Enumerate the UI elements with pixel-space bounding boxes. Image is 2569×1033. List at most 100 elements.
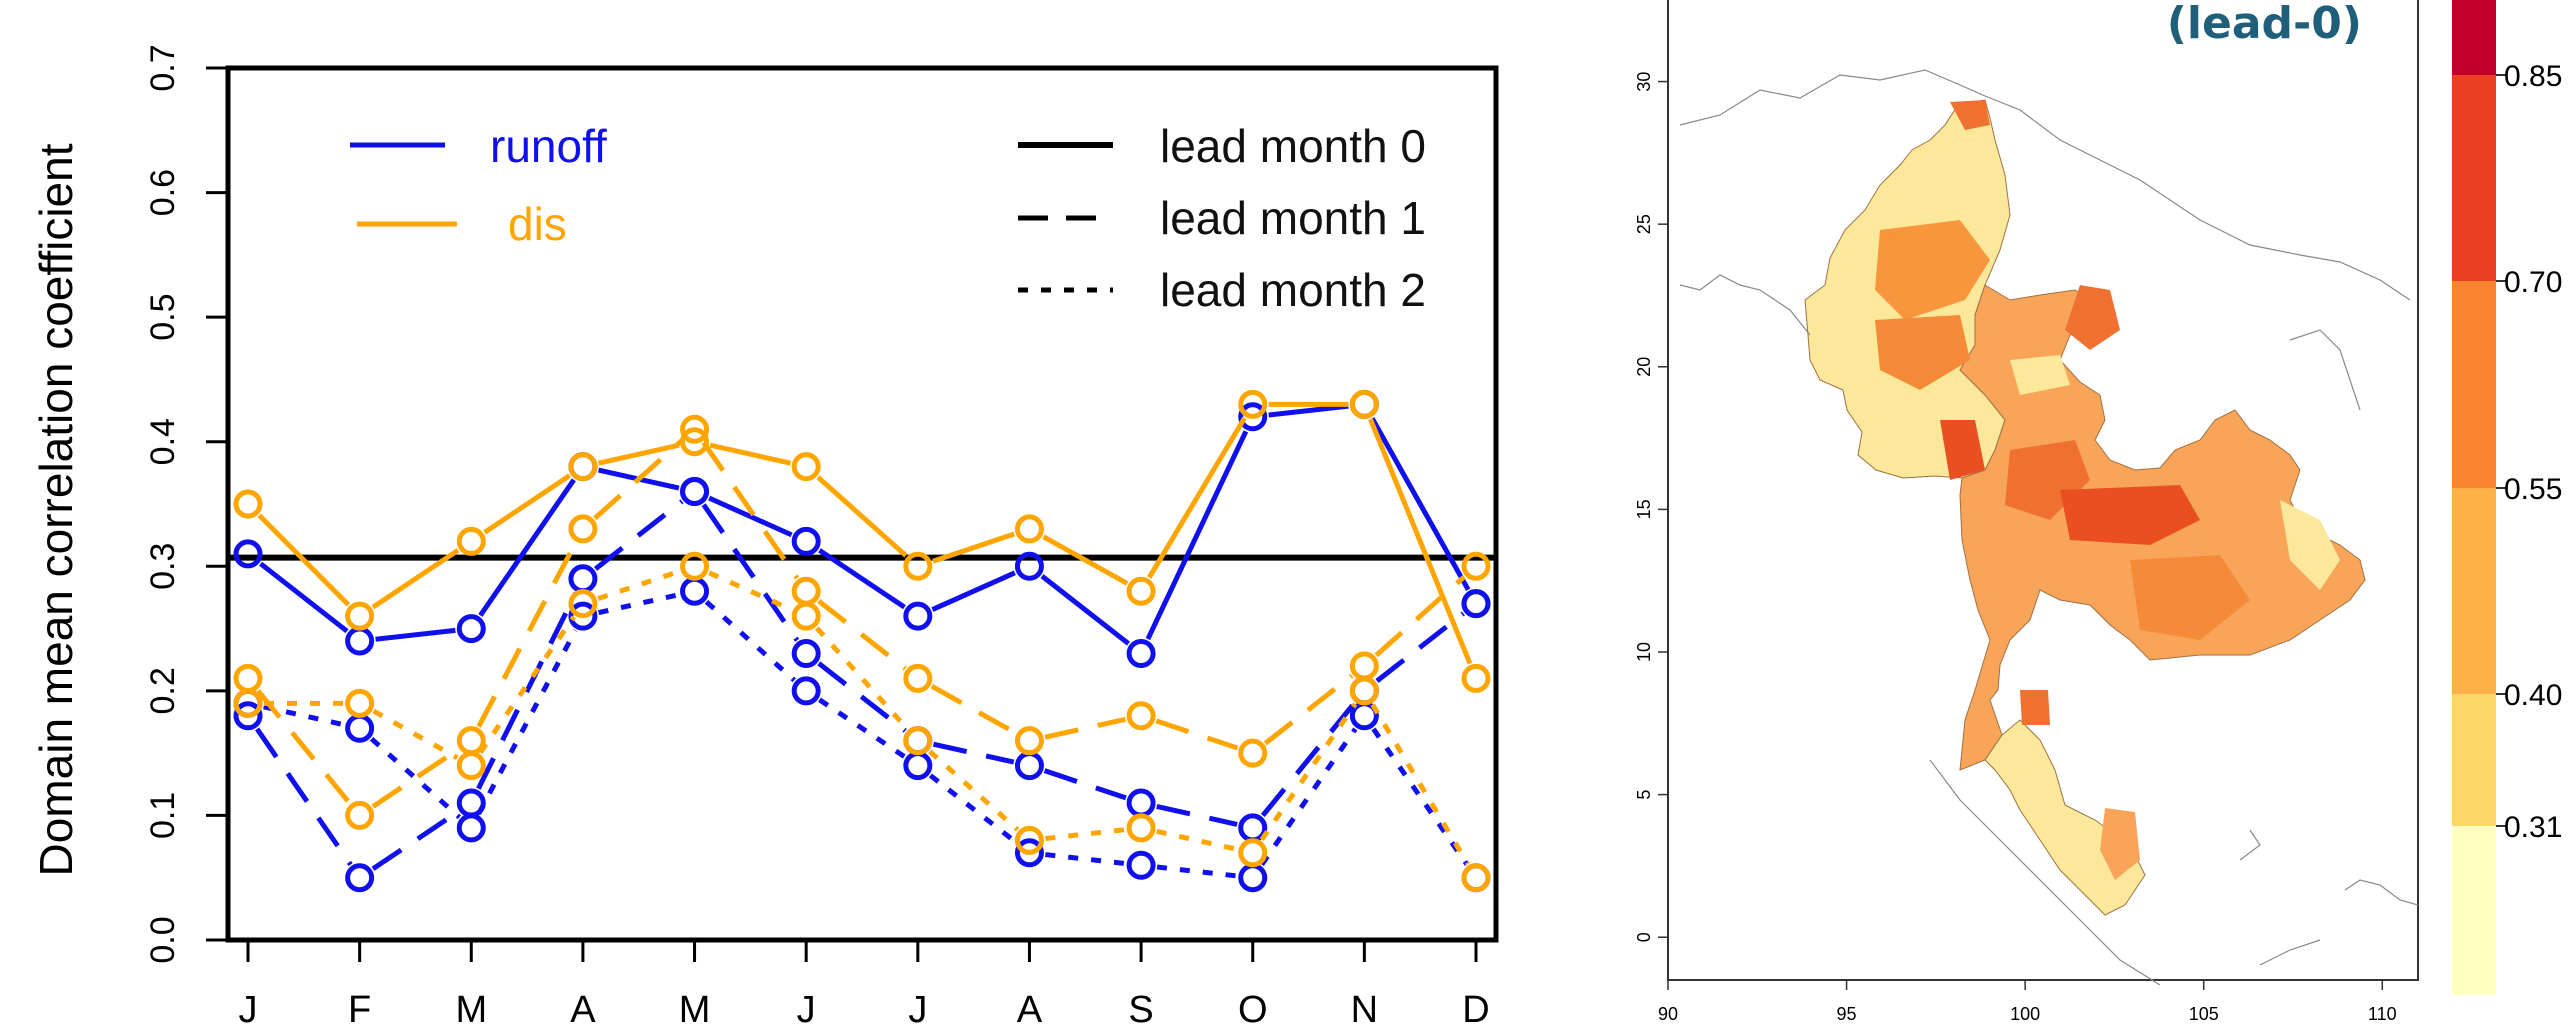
series-segment (1042, 534, 1129, 586)
x-tick-label: J (908, 989, 927, 1031)
data-point (791, 576, 821, 606)
data-point (680, 576, 710, 606)
series-segment (597, 568, 681, 601)
series-segment (476, 629, 578, 815)
data-point (568, 564, 598, 594)
data-point (345, 800, 375, 830)
series-segment (708, 570, 793, 612)
x-tick-label: A (1017, 989, 1043, 1031)
series-segment (1156, 828, 1238, 852)
y-tick-label: 0.6 (144, 169, 182, 216)
data-point (1238, 389, 1268, 419)
y-tick-label: 0.2 (144, 667, 182, 714)
data-point (1014, 838, 1044, 868)
x-tick-label: S (1128, 989, 1153, 1031)
data-point (1238, 863, 1268, 893)
colorbar: 0.31 0.40 0.55 0.70 0.85 (2452, 0, 2562, 995)
series-segment (1371, 727, 1469, 866)
line-chart: Domain mean correlation coefficient 0.00… (30, 44, 1499, 1031)
series-segment (1045, 852, 1126, 866)
y-tick-label: 0.7 (144, 44, 182, 91)
patch-south-cambodia (2130, 555, 2250, 640)
data-point (345, 863, 375, 893)
data-point (345, 713, 375, 743)
series-segment (1370, 417, 1471, 591)
series-segment (593, 499, 684, 571)
series-segment (597, 592, 680, 616)
series-segment (476, 591, 579, 790)
series-segment (817, 599, 907, 671)
coastline-india (1679, 274, 1811, 336)
y-tick-label: 0.4 (144, 418, 182, 465)
colorbar-tick-label: 0.31 (2504, 811, 2562, 844)
series-segment (814, 626, 910, 731)
colorbar-band (2452, 0, 2496, 75)
series-segment (1147, 416, 1247, 579)
series-layer (233, 389, 1491, 893)
data-point (1238, 402, 1268, 432)
map-x-tick-label: 100 (2010, 1004, 2040, 1024)
map-x-tick-label: 105 (2189, 1004, 2219, 1024)
series-segment (928, 773, 1019, 845)
data-point (1461, 863, 1491, 893)
legend-dis-label: dis (508, 198, 567, 250)
series-segment (1259, 727, 1358, 866)
data-point (233, 688, 263, 718)
series-runoff-lead1 (233, 477, 1491, 893)
series-segment (1374, 575, 1466, 658)
series-segment (708, 495, 793, 538)
data-point (1126, 638, 1156, 668)
map-y-tick-label: 20 (1634, 357, 1654, 377)
series-segment (928, 749, 1020, 832)
series-segment (256, 689, 352, 805)
data-point (1238, 738, 1268, 768)
coastline-china (1679, 69, 2411, 301)
data-point (345, 688, 375, 718)
data-point (1126, 850, 1156, 880)
colorbar-band (2452, 75, 2496, 281)
data-point (1349, 651, 1379, 681)
series-segment (483, 473, 572, 535)
colorbar-tick-label: 0.85 (2504, 60, 2562, 93)
series-segment (932, 531, 1016, 564)
data-point (1126, 788, 1156, 818)
series-segment (371, 548, 460, 610)
map-heatmap (1804, 99, 2366, 916)
series-segment (709, 442, 792, 466)
data-point (680, 551, 710, 581)
series-segment (375, 627, 456, 642)
map-y-tick-label: 10 (1634, 642, 1654, 662)
series-segment (1368, 418, 1473, 665)
patch-laos-light (2010, 355, 2070, 395)
series-segment (1156, 804, 1238, 827)
series-segment (704, 599, 796, 683)
series-segment (1045, 827, 1126, 842)
data-point (1349, 676, 1379, 706)
data-point (568, 514, 598, 544)
data-point (1461, 551, 1491, 581)
data-point (1126, 576, 1156, 606)
coastline-borneo (2239, 829, 2261, 861)
y-tick-label: 0.1 (144, 792, 182, 839)
series-segment (701, 441, 800, 580)
x-tick-label: A (570, 989, 596, 1031)
data-point (1014, 825, 1044, 855)
colorbar-band (2452, 488, 2496, 694)
map-panel: 90 95 100 105 110 0 5 10 15 20 25 30 (lead-0) 0.31… (1634, 0, 2562, 1024)
series-segment (1375, 611, 1465, 683)
data-point (233, 663, 263, 693)
map-y-tick-label: 15 (1634, 499, 1654, 519)
map-x-axis-ticks: 90 95 100 105 110 (1658, 980, 2397, 1024)
map-y-tick-label: 0 (1634, 932, 1654, 942)
colorbar-band (2452, 694, 2496, 826)
series-segment (701, 503, 800, 642)
series-segment (593, 438, 685, 521)
colorbar-tick-label: 0.55 (2504, 473, 2562, 506)
patch-peninsula-orange (2100, 808, 2140, 880)
series-segment (818, 548, 906, 610)
x-tick-label: J (239, 989, 258, 1031)
series-segment (1370, 703, 1470, 866)
legend-lead2-label: lead month 2 (1160, 264, 1426, 316)
legend-lead0-label: lead month 0 (1160, 120, 1426, 172)
